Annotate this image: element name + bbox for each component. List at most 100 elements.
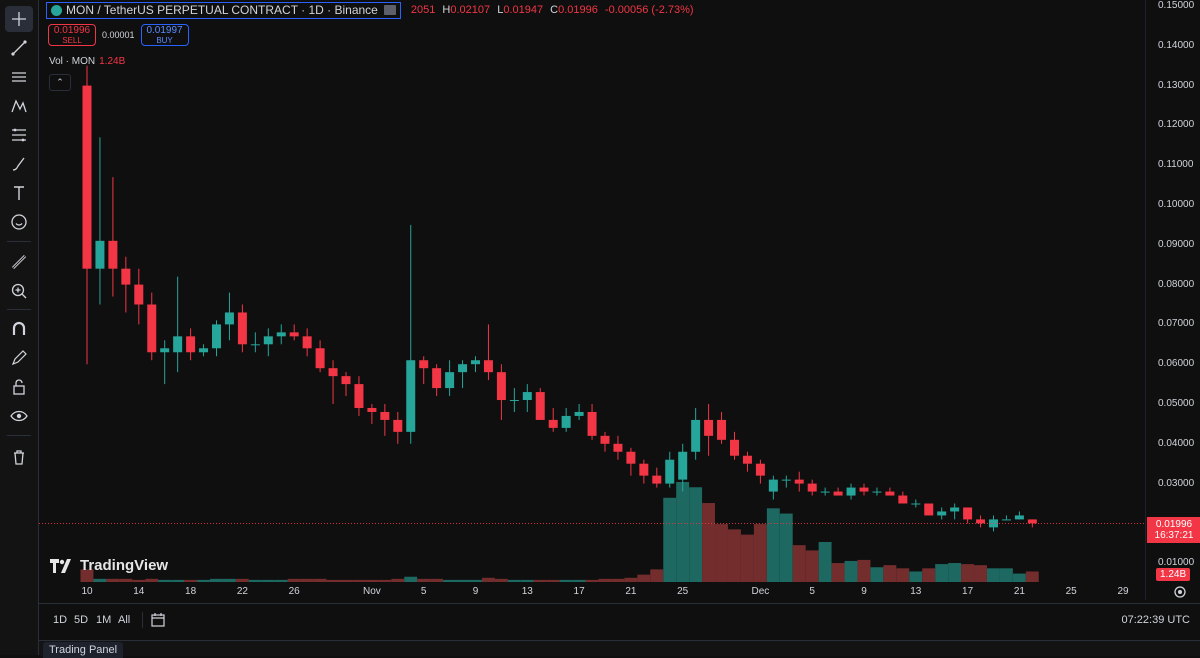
candle-body	[276, 332, 286, 337]
buy-button[interactable]: 0.01997 BUY	[140, 24, 189, 46]
utc-clock[interactable]: 07:22:39 UTC	[1121, 614, 1190, 626]
time-tick-label: 17	[962, 586, 974, 597]
candlestick-chart[interactable]	[39, 0, 1145, 600]
candle-body	[432, 368, 442, 389]
price-tick-label: 0.08000	[1158, 278, 1195, 290]
volume-bar	[728, 529, 741, 582]
price-tick-label: 0.06000	[1158, 358, 1195, 370]
volume-value-tag: 1.24B	[1156, 568, 1191, 581]
trash-icon[interactable]	[5, 444, 33, 470]
candle-body	[1001, 519, 1011, 521]
volume-bar	[274, 579, 288, 582]
candle-body	[781, 479, 791, 481]
volume-bar	[546, 579, 560, 582]
volume-bar	[248, 579, 262, 582]
price-tick-label: 0.05000	[1158, 398, 1195, 409]
eye-icon[interactable]	[5, 403, 33, 429]
symbol-selector[interactable]: MON / TetherUS PERPETUAL CONTRACT · 1D ·…	[46, 1, 401, 19]
magnet-icon[interactable]	[5, 316, 33, 342]
volume-bar	[313, 578, 327, 582]
candle-body	[354, 384, 364, 408]
fib-icon[interactable]	[5, 122, 33, 148]
candle-body	[263, 336, 273, 345]
price-tick-label: 0.12000	[1158, 119, 1195, 131]
range-1m-button[interactable]: 1M	[96, 614, 112, 626]
volume-bar	[676, 482, 690, 582]
close-value: 0.01996	[558, 4, 598, 16]
volume-bar	[339, 579, 353, 582]
horizontal-lines-icon[interactable]	[5, 64, 33, 90]
candle-body	[548, 419, 558, 428]
lock-icon[interactable]	[5, 374, 33, 400]
candle-body	[898, 495, 908, 504]
low-value: 0.01947	[503, 4, 544, 16]
volume-bar	[909, 571, 923, 582]
time-tick-label: 18	[185, 586, 197, 597]
symbol-title: MON / TetherUS PERPETUAL CONTRACT · 1D ·…	[66, 3, 378, 17]
volume-bar	[624, 577, 638, 582]
candle-body	[626, 451, 636, 464]
range-5d-button[interactable]: 5D	[74, 614, 89, 626]
candle-body	[911, 503, 921, 505]
change-value: -0.00056 (-2.73%)	[604, 4, 694, 16]
candle-body	[212, 324, 221, 349]
range-all-button[interactable]: All	[118, 614, 131, 626]
hide-series-icon[interactable]	[383, 5, 396, 15]
collapse-legend-button[interactable]: ⌃	[49, 74, 71, 91]
price-tick-label: 0.15000	[1158, 0, 1195, 11]
price-axis[interactable]: 0.15000 0.14000 0.13000 0.12000 0.11000 0.100…	[1145, 0, 1200, 600]
volume-bar	[533, 579, 547, 582]
candle-body	[250, 344, 260, 346]
volume-bar	[456, 579, 469, 582]
volume-bar	[145, 578, 159, 582]
chart-pane[interactable]	[39, 0, 1145, 600]
volume-bar	[210, 578, 223, 582]
volume-bar	[443, 579, 456, 582]
volume-bar	[520, 579, 534, 582]
pattern-icon[interactable]	[5, 93, 33, 119]
sell-button[interactable]: 0.01996 SELL	[48, 24, 96, 46]
candle-body	[471, 360, 480, 365]
text-icon[interactable]	[5, 180, 33, 206]
trading-panel-tab[interactable]: Trading Panel	[43, 642, 124, 658]
candle-body	[807, 483, 817, 492]
volume-bar	[1012, 573, 1026, 582]
candle-body	[950, 507, 960, 512]
lock-pencil-icon[interactable]	[5, 345, 33, 371]
volume-bar	[507, 579, 521, 582]
time-axis[interactable]: 10 14 18 22 26 Nov 5 9 13 17 21 25 Dec 5 9 13 17 21 25 29	[39, 584, 1145, 602]
range-1d-button[interactable]: 1D	[53, 614, 68, 626]
calendar-icon[interactable]	[150, 612, 166, 628]
volume-bar	[391, 578, 405, 582]
candle-body	[872, 491, 882, 493]
time-tick-label: 13	[521, 586, 533, 597]
trading-panel-bar: Trading Panel	[39, 640, 1200, 658]
time-tick-label: Dec	[751, 586, 770, 597]
volume-bar	[896, 568, 910, 582]
volume-bar	[987, 568, 1000, 582]
zoom-in-icon[interactable]	[5, 278, 33, 304]
toolbar-divider	[7, 309, 31, 310]
crosshair-icon[interactable]	[5, 6, 33, 32]
candle-body	[315, 348, 325, 369]
bottom-divider	[142, 612, 143, 628]
time-tick-label: 9	[861, 586, 867, 597]
volume-bar	[922, 568, 936, 582]
ruler-icon[interactable]	[5, 249, 33, 275]
volume-bar	[818, 542, 832, 582]
time-tick-label: 22	[236, 586, 248, 597]
volume-bar	[663, 497, 677, 582]
candle-body	[173, 336, 183, 353]
candle-body	[445, 372, 455, 389]
last-price-tag: 0.01996 16:37:21	[1147, 516, 1200, 543]
trend-line-icon[interactable]	[5, 35, 33, 61]
volume-bar	[831, 563, 845, 582]
volume-legend[interactable]: Vol · MON 1.24B	[49, 56, 125, 67]
chart-settings-icon[interactable]	[1172, 584, 1188, 600]
emoji-icon[interactable]	[5, 209, 33, 235]
volume-bar	[1025, 571, 1039, 582]
candle-body	[768, 479, 778, 492]
time-tick-label: 14	[133, 586, 145, 597]
brush-icon[interactable]	[5, 151, 33, 177]
